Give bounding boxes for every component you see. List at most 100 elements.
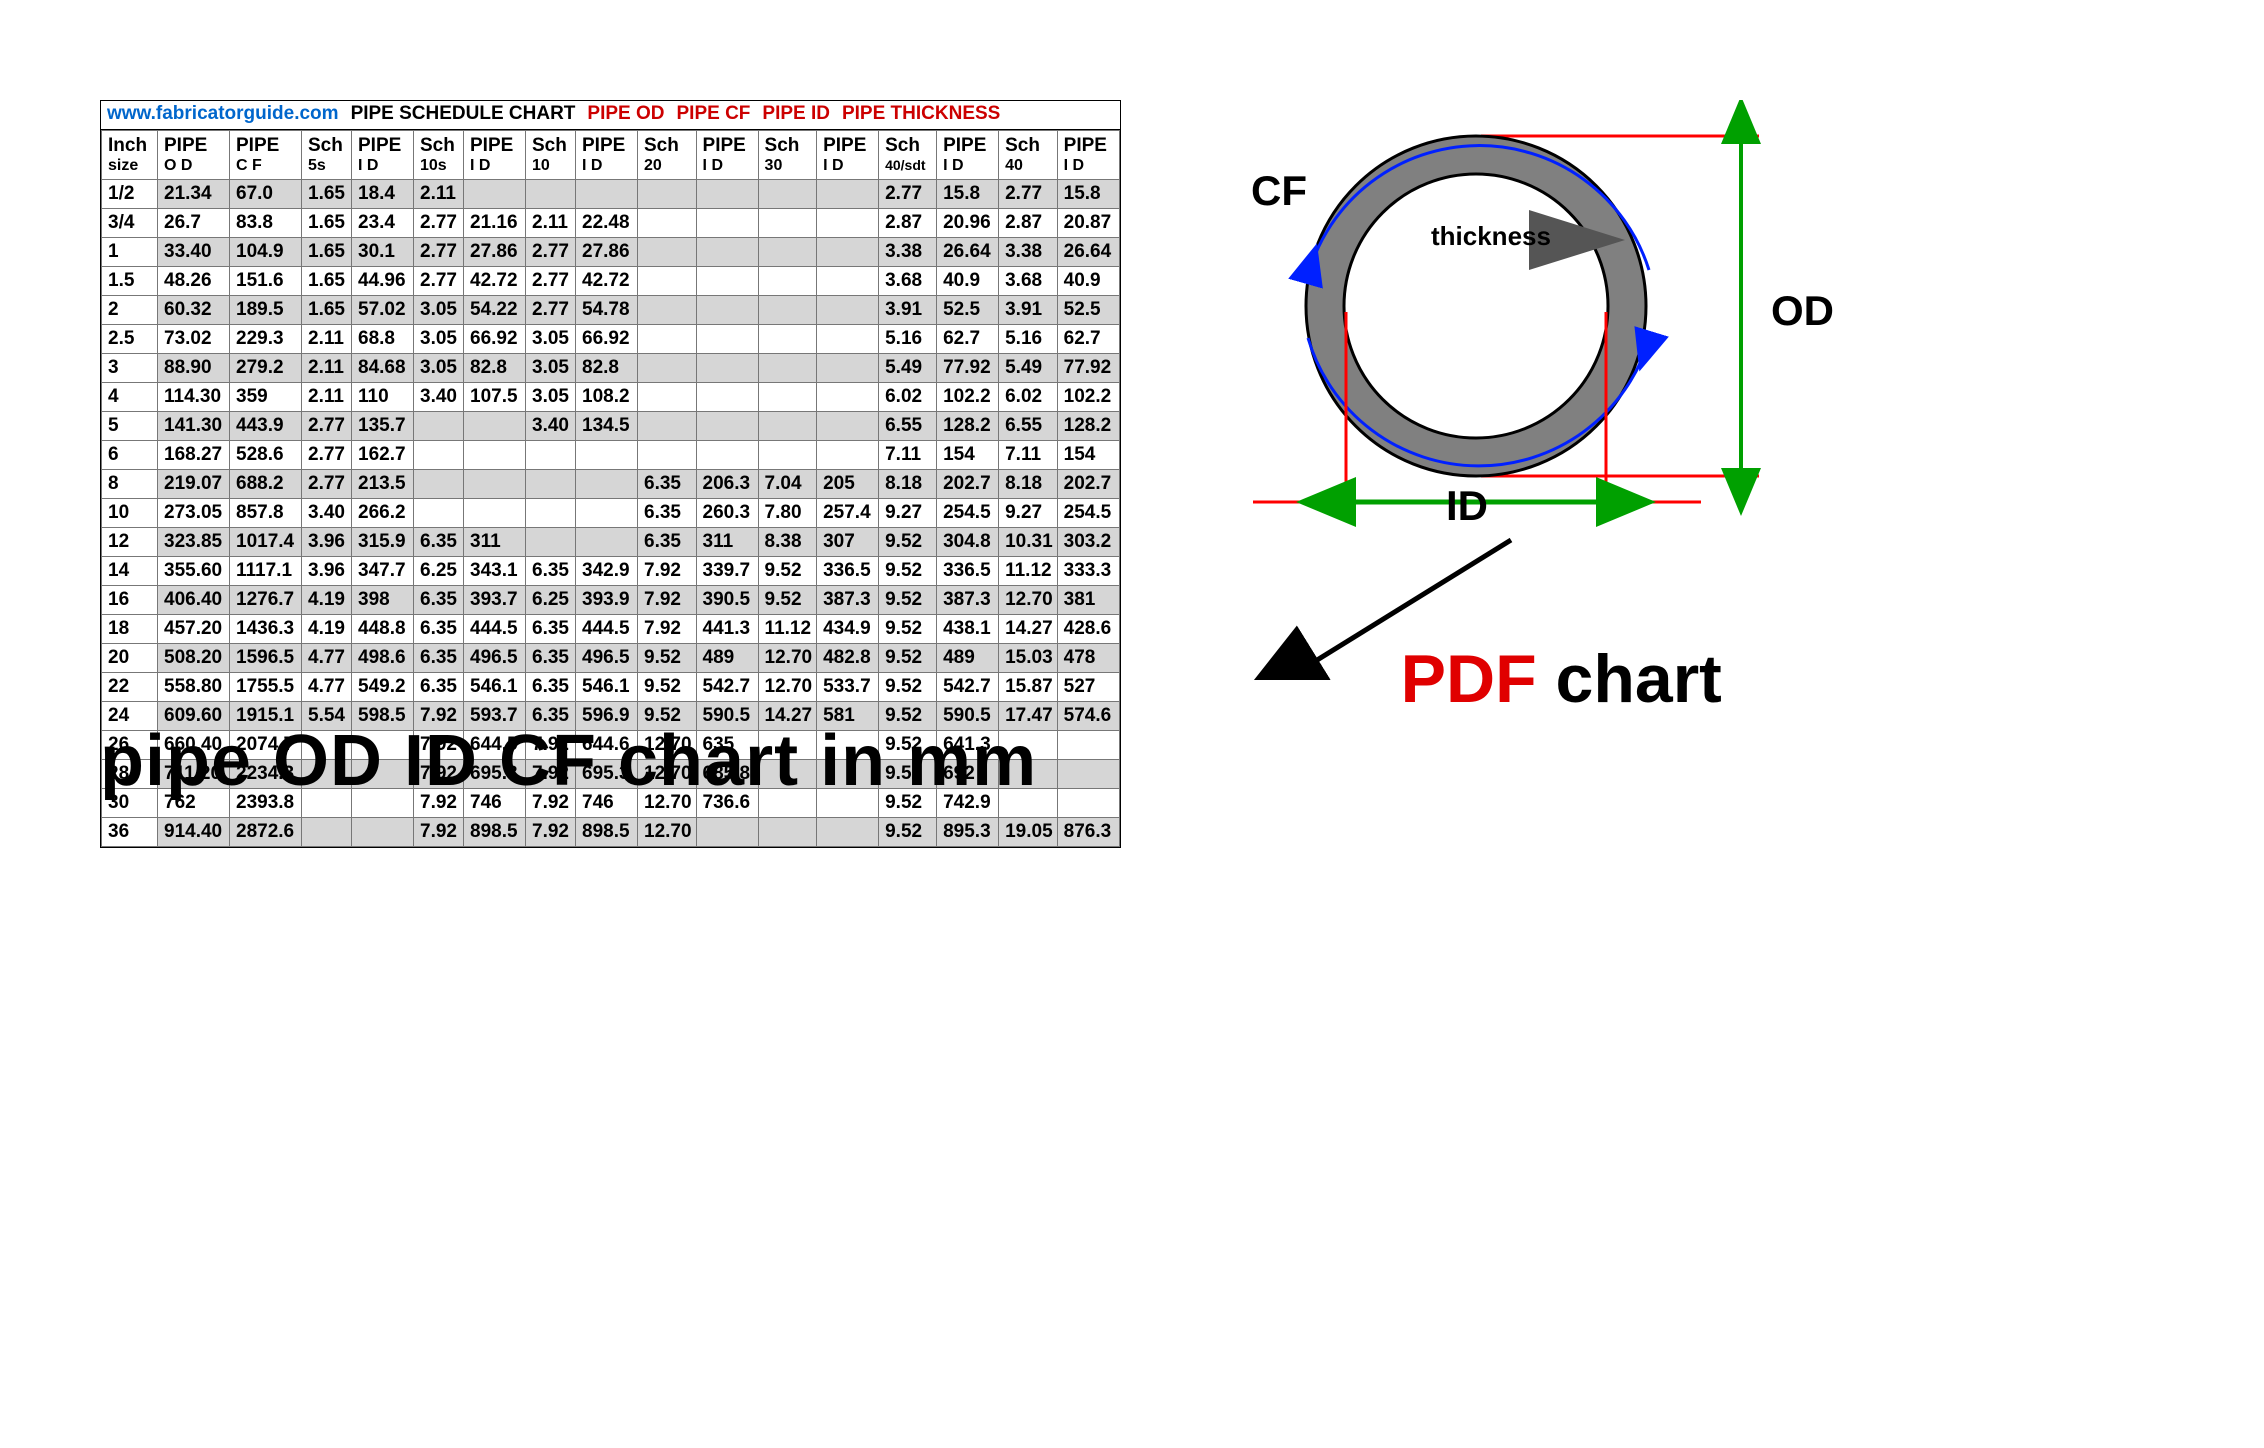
table-cell [758,180,817,209]
table-cell: 914.40 [158,818,230,847]
table-cell: 88.90 [158,354,230,383]
table-cell: 3.68 [879,267,937,296]
table-cell: 73.02 [158,325,230,354]
table-cell: 6.35 [638,470,697,499]
table-cell: 1117.1 [230,557,302,586]
table-cell: 42.72 [464,267,526,296]
table-cell [1057,731,1119,760]
table-cell: 26.64 [1057,238,1119,267]
table-cell: 508.20 [158,644,230,673]
table-cell [526,470,576,499]
table-cell: 381 [1057,586,1119,615]
table-cell [464,180,526,209]
table-row: 12323.851017.43.96315.96.353116.353118.3… [102,528,1120,557]
table-cell: 1596.5 [230,644,302,673]
table-cell: 8.38 [758,528,817,557]
table-cell: 7.92 [526,818,576,847]
table-cell: 229.3 [230,325,302,354]
table-cell [758,267,817,296]
table-cell: 27.86 [464,238,526,267]
table-cell: 574.6 [1057,702,1119,731]
table-cell: 107.5 [464,383,526,412]
table-cell: 9.52 [758,557,817,586]
table-cell: 62.7 [937,325,999,354]
table-cell: 77.92 [937,354,999,383]
table-cell: 128.2 [1057,412,1119,441]
table-cell: 48.26 [158,267,230,296]
column-header: Sch10s [414,131,464,180]
table-row: 20508.201596.54.77498.66.35496.56.35496.… [102,644,1120,673]
table-cell: 336.5 [937,557,999,586]
table-cell: 254.5 [1057,499,1119,528]
table-cell: 273.05 [158,499,230,528]
table-cell: 7.92 [638,586,697,615]
table-cell [817,818,879,847]
table-cell: 11.12 [758,615,817,644]
page: www.fabricatorguide.com PIPE SCHEDULE CH… [0,0,2264,1448]
table-cell: 84.68 [352,354,414,383]
title-red-0: PIPE OD [587,103,664,125]
column-header: Sch40/sdt [879,131,937,180]
table-cell: 102.2 [937,383,999,412]
table-cell: 393.7 [464,586,526,615]
table-cell: 16 [102,586,158,615]
table-cell: 3.40 [414,383,464,412]
table-cell: 21.16 [464,209,526,238]
table-cell: 7.92 [638,615,697,644]
table-cell [758,296,817,325]
table-cell [758,209,817,238]
table-cell: 54.22 [464,296,526,325]
table-cell [638,383,697,412]
table-cell [817,267,879,296]
table-cell: 1 [102,238,158,267]
table-cell [302,818,352,847]
table-cell: 546.1 [576,673,638,702]
table-cell: 1.65 [302,296,352,325]
table-cell: 2.77 [302,412,352,441]
table-cell: 3.96 [302,557,352,586]
table-cell: 22 [102,673,158,702]
table-cell [464,441,526,470]
table-cell: 57.02 [352,296,414,325]
table-cell: 4.77 [302,673,352,702]
table-cell [817,412,879,441]
column-header: Sch10 [526,131,576,180]
table-cell: 482.8 [817,644,879,673]
table-cell: 3.68 [999,267,1058,296]
table-cell: 135.7 [352,412,414,441]
table-cell: 23.4 [352,209,414,238]
table-cell [696,180,758,209]
table-row: 8219.07688.22.77213.56.35206.37.042058.1… [102,470,1120,499]
table-cell: 52.5 [937,296,999,325]
column-header: PIPEC F [230,131,302,180]
table-cell: 3.40 [526,412,576,441]
table-cell: 2.77 [302,470,352,499]
table-cell: 7.92 [414,818,464,847]
table-row: 260.32189.51.6557.023.0554.222.7754.783.… [102,296,1120,325]
table-cell: 22.48 [576,209,638,238]
table-cell: 6.35 [414,528,464,557]
table-cell: 3.05 [414,296,464,325]
table-cell: 428.6 [1057,615,1119,644]
table-cell [352,818,414,847]
table-cell: 6.35 [638,528,697,557]
table-cell: 12.70 [638,818,697,847]
table-cell: 154 [1057,441,1119,470]
table-cell [758,383,817,412]
table-cell [414,412,464,441]
table-cell: 18 [102,615,158,644]
table-cell: 104.9 [230,238,302,267]
table-cell: 4.77 [302,644,352,673]
table-cell [576,470,638,499]
table-cell [758,441,817,470]
table-cell: 9.52 [879,615,937,644]
table-cell: 1755.5 [230,673,302,702]
table-cell [696,296,758,325]
table-cell: 5.49 [879,354,937,383]
table-cell: 2.77 [414,209,464,238]
table-cell: 6.25 [526,586,576,615]
table-cell: 6.35 [414,615,464,644]
table-row: 4114.303592.111103.40107.53.05108.26.021… [102,383,1120,412]
table-cell: 6.35 [638,499,697,528]
table-row: 2.573.02229.32.1168.83.0566.923.0566.925… [102,325,1120,354]
